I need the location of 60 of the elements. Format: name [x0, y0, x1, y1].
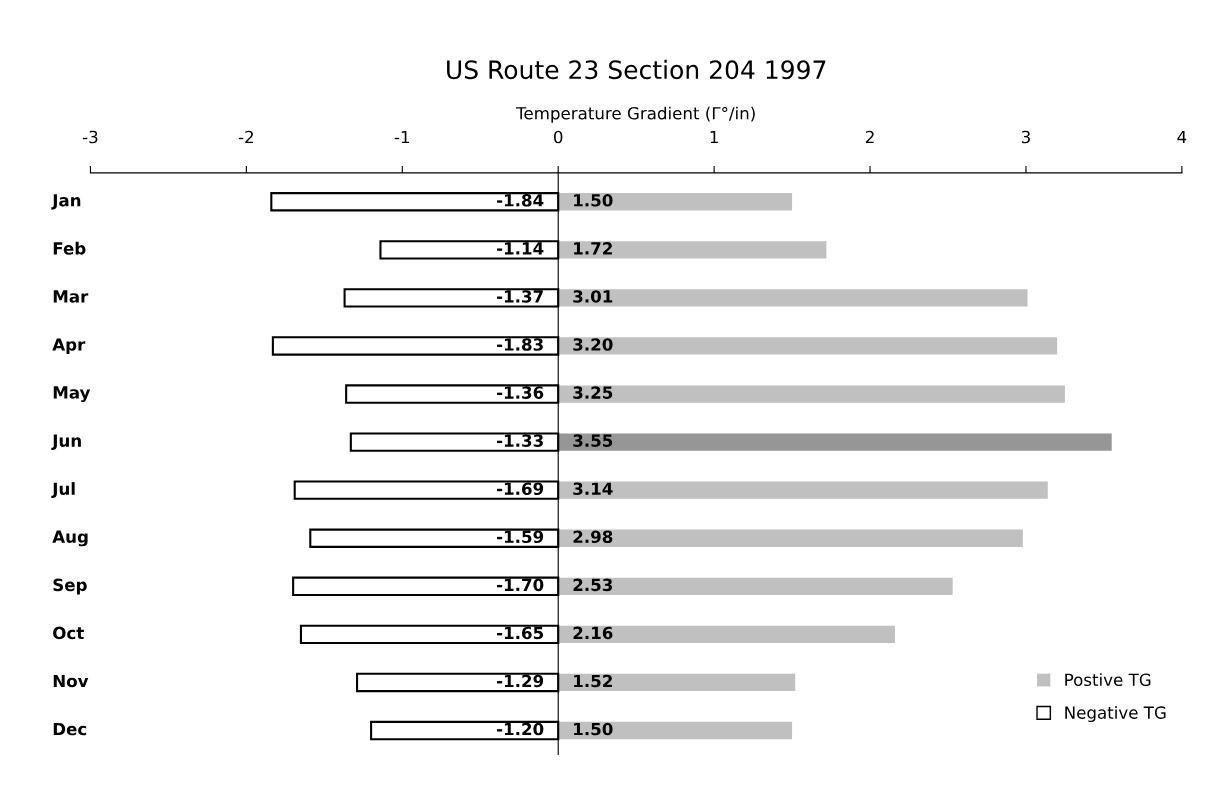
data-label: 2.53 [573, 578, 613, 592]
bar [558, 625, 895, 644]
legend-label: Postive TG [1065, 673, 1151, 687]
bar [558, 721, 793, 740]
bar [558, 193, 793, 211]
y-tick-label: Mar [53, 290, 89, 303]
bar [558, 289, 1028, 307]
data-label: 3.55 [573, 434, 613, 447]
data-label: -1.59 [497, 530, 544, 544]
data-label: -1.84 [497, 193, 544, 207]
y-tick-label: Oct [53, 626, 84, 640]
data-label: -1.65 [497, 626, 544, 640]
data-label: 2.16 [573, 626, 613, 640]
data-label: 3.01 [573, 290, 613, 303]
y-tick-label: Dec [53, 722, 87, 736]
data-label: -1.33 [497, 434, 543, 447]
x-tick-label: 1 [710, 130, 718, 144]
y-tick-label: Apr [52, 338, 86, 355]
x-tick-label: -2 [238, 130, 254, 144]
x-tick-label: 4 [1177, 130, 1187, 144]
x-tick-label: -3 [82, 130, 98, 144]
data-label: -1.36 [497, 386, 544, 399]
data-label: 3.14 [573, 482, 613, 496]
y-tick-label: Feb [53, 241, 86, 255]
y-tick-label: Jul [51, 482, 75, 499]
data-label: -1.29 [497, 674, 544, 688]
y-tick-label: Jan [51, 194, 81, 210]
data-label: -1.20 [497, 722, 544, 736]
y-tick-label: Jun [51, 434, 81, 451]
legend-label: Negative TG [1065, 705, 1166, 723]
bar [558, 673, 796, 692]
bar [558, 241, 827, 259]
x-axis-title: Temperature Gradient (Γ°/in) [516, 106, 755, 123]
bar [558, 337, 1058, 355]
data-label: 1.52 [574, 674, 612, 688]
data-label: 1.50 [574, 722, 613, 736]
x-tick-label: 3 [1021, 130, 1030, 144]
y-tick-label: Nov [53, 674, 89, 688]
data-label: 3.20 [573, 338, 613, 351]
data-label: -1.70 [497, 578, 544, 592]
x-tick-label: 0 [554, 130, 563, 144]
data-label: -1.37 [497, 290, 543, 303]
x-tick-label: 2 [865, 130, 874, 144]
y-tick-label: Sep [53, 578, 87, 595]
bar [558, 529, 1023, 547]
bar [558, 481, 1048, 499]
data-label: -1.83 [497, 338, 543, 351]
bar [558, 385, 1065, 403]
bar [558, 577, 953, 595]
y-tick-label: Aug [52, 530, 88, 547]
data-label: -1.14 [497, 242, 544, 255]
data-label: -1.69 [497, 482, 544, 496]
y-tick-label: May [53, 386, 91, 403]
data-label: 1.50 [574, 193, 613, 207]
data-label: 1.72 [574, 242, 612, 255]
x-tick-label: -1 [394, 130, 410, 144]
chart-title: US Route 23 Section 204 1997 [447, 59, 826, 80]
data-label: 3.25 [573, 386, 613, 399]
data-label: 2.98 [573, 530, 613, 544]
bar [558, 433, 1112, 451]
